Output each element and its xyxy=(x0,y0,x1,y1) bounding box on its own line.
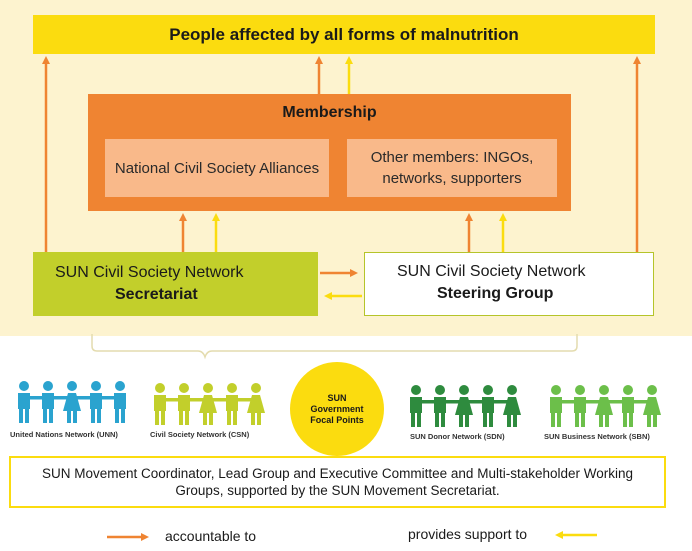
person-icon xyxy=(643,385,661,427)
network-group-people xyxy=(18,381,126,423)
person-icon xyxy=(503,385,521,427)
network-group-people xyxy=(410,385,521,427)
person-icon xyxy=(178,383,208,425)
steering-group-box: SUN Civil Society Network Steering Group xyxy=(364,252,654,316)
person-icon xyxy=(550,385,580,427)
unn-label: United Nations Network (UNN) xyxy=(10,430,118,439)
person-icon xyxy=(42,381,72,423)
steering-line1: SUN Civil Society Network xyxy=(397,263,586,280)
coordinator-text: SUN Movement Coordinator, Lead Group and… xyxy=(41,466,634,498)
csn-label: Civil Society Network (CSN) xyxy=(150,430,250,439)
national-alliances-label: National Civil Society Alliances xyxy=(114,159,320,177)
person-icon xyxy=(574,385,604,427)
secretariat-line1: SUN Civil Society Network xyxy=(55,264,244,281)
person-icon xyxy=(455,385,488,427)
person-icon xyxy=(410,385,440,427)
person-icon xyxy=(622,385,652,427)
banner-text: People affected by all forms of malnutri… xyxy=(169,24,519,44)
other-members-label: Other members: INGOs, networks, supporte… xyxy=(370,149,534,187)
person-icon xyxy=(595,385,628,427)
person-icon xyxy=(90,381,120,423)
secretariat-line2: Secretariat xyxy=(115,286,198,303)
legend-accountable-label: accountable to xyxy=(165,528,257,544)
network-group-people xyxy=(154,383,265,425)
membership-title: Membership xyxy=(282,104,377,121)
steering-line2: Steering Group xyxy=(437,285,554,302)
bracket xyxy=(91,334,578,360)
network-group-people xyxy=(550,385,661,427)
other-members-box: Other members: INGOs, networks, supporte… xyxy=(347,139,557,197)
person-icon xyxy=(18,381,48,423)
person-icon xyxy=(482,385,512,427)
focal-points-text: SUN Government Focal Points xyxy=(310,392,364,425)
secretariat-box: SUN Civil Society Network Secretariat xyxy=(33,252,318,316)
person-icon xyxy=(63,381,96,423)
person-icon xyxy=(114,381,126,423)
person-icon xyxy=(154,383,184,425)
sdn-label: SUN Donor Network (SDN) xyxy=(410,432,505,441)
person-icon xyxy=(226,383,256,425)
coordinator-box: SUN Movement Coordinator, Lead Group and… xyxy=(9,456,666,508)
legend-support-label: provides support to xyxy=(408,526,528,542)
person-icon xyxy=(247,383,265,425)
person-icon xyxy=(199,383,232,425)
top-banner: People affected by all forms of malnutri… xyxy=(33,15,655,54)
national-alliances-box: National Civil Society Alliances xyxy=(105,139,329,197)
sbn-label: SUN Business Network (SBN) xyxy=(544,432,650,441)
person-icon xyxy=(434,385,464,427)
focal-points-circle: SUN Government Focal Points xyxy=(290,362,384,456)
